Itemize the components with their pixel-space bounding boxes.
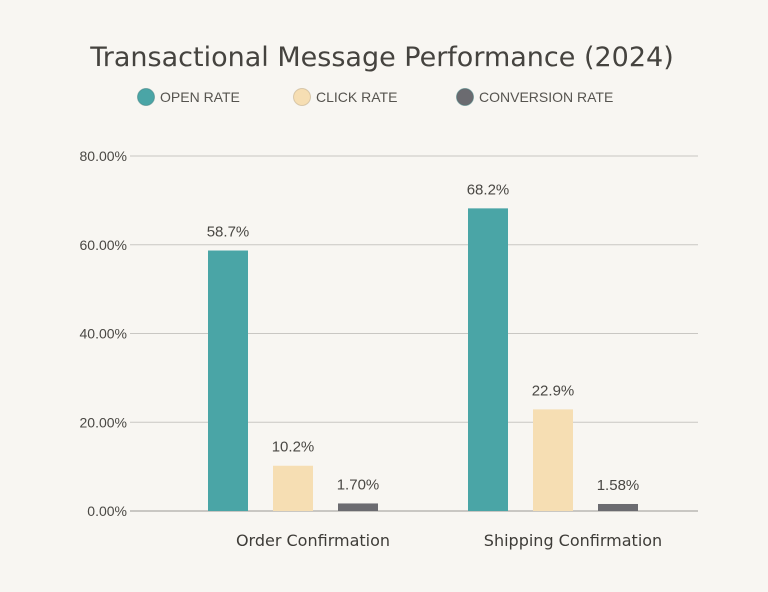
legend-swatch	[137, 88, 155, 106]
bar	[338, 503, 378, 511]
bar	[468, 208, 508, 512]
data-label: 58.7%	[207, 224, 250, 241]
data-label: 1.70%	[337, 476, 380, 493]
y-tick-label: 40.00%	[80, 326, 127, 342]
data-label: 22.9%	[532, 382, 575, 399]
gridlines: 0.00% 20.00% 40.00% 60.00% 80.00%	[80, 148, 698, 519]
y-tick-label: 80.00%	[80, 148, 127, 164]
bar	[273, 465, 313, 511]
y-tick-label: 60.00%	[80, 237, 127, 253]
bar	[208, 250, 248, 512]
legend-label: CLICK RATE	[316, 89, 397, 105]
legend: OPEN RATE CLICK RATE CONVERSION RATE	[137, 88, 613, 106]
bar	[533, 409, 573, 511]
legend-swatch	[293, 88, 311, 106]
data-label: 68.2%	[467, 181, 510, 198]
bars: 58.7% 10.2% 1.70% 68.2% 22.9% 1.58%	[207, 181, 640, 512]
y-tick-label: 20.00%	[80, 414, 127, 430]
category-labels: Order Confirmation Shipping Confirmation	[236, 531, 662, 550]
data-label: 1.58%	[597, 477, 640, 494]
legend-label: OPEN RATE	[160, 89, 240, 105]
data-label: 10.2%	[272, 439, 315, 456]
legend-label: CONVERSION RATE	[479, 89, 613, 105]
y-tick-label: 0.00%	[87, 503, 127, 519]
x-category-label: Shipping Confirmation	[484, 531, 662, 550]
bar	[598, 503, 638, 511]
legend-swatch	[456, 88, 474, 106]
x-category-label: Order Confirmation	[236, 531, 390, 550]
chart-title: Transactional Message Performance (2024)	[89, 42, 673, 73]
